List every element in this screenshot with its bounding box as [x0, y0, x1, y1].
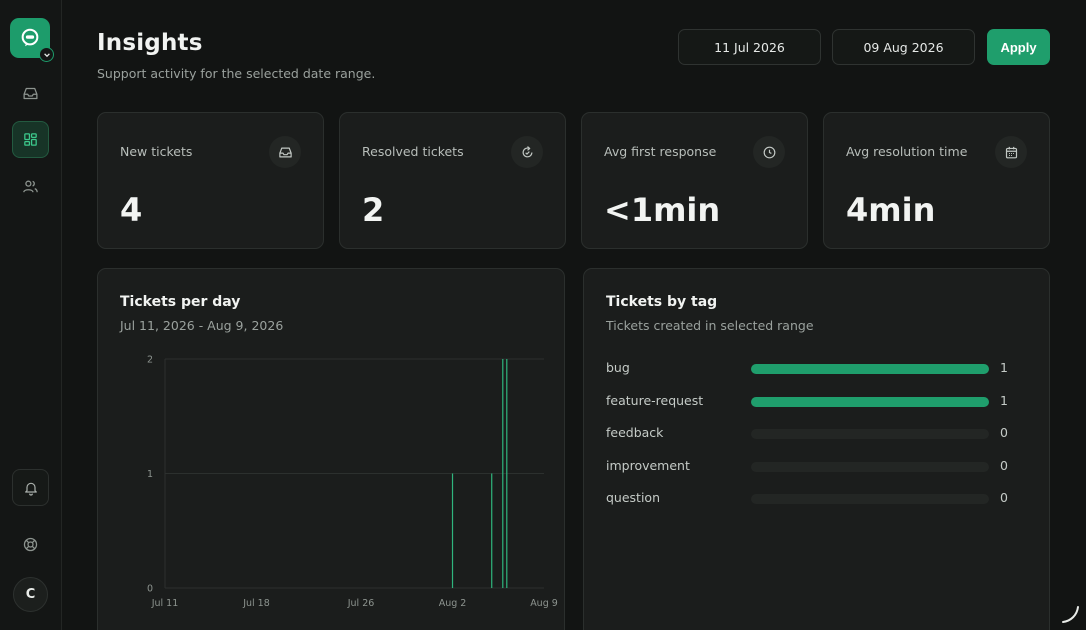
end-date-input[interactable]: 09 Aug 2026	[832, 29, 975, 65]
resolve-icon	[511, 136, 543, 168]
workspace-logo[interactable]	[10, 18, 54, 62]
sidebar-item-inbox[interactable]	[12, 75, 49, 112]
bell-icon	[24, 482, 37, 496]
tag-bar-fill	[751, 364, 989, 374]
tag-name: improvement	[606, 457, 690, 473]
inbox-icon	[269, 136, 301, 168]
help-button[interactable]	[12, 526, 49, 563]
apply-button[interactable]: Apply	[987, 29, 1050, 65]
tag-count: 1	[1000, 392, 1008, 408]
tag-row: question 0	[606, 488, 1026, 508]
dashboard-icon	[24, 133, 37, 146]
y-tick-label: 2	[147, 355, 153, 366]
tag-count: 0	[1000, 457, 1008, 473]
stat-value: 4min	[846, 191, 936, 229]
tag-row: improvement 0	[606, 456, 1026, 476]
inbox-icon	[23, 87, 38, 100]
notifications-button[interactable]	[12, 469, 49, 506]
sidebar-item-dashboard[interactable]	[12, 121, 49, 158]
tag-bar-track	[751, 461, 989, 472]
stat-card-avg-resolution-time: Avg resolution time 4min	[823, 112, 1050, 249]
stat-label: Avg first response	[604, 144, 717, 159]
tag-bar-track	[751, 429, 989, 439]
calendar-icon	[995, 136, 1027, 168]
x-tick-label: Jul 11	[151, 598, 179, 609]
x-tick-label: Jul 26	[347, 598, 375, 609]
x-tick-label: Aug 9	[530, 598, 558, 609]
tickets-per-day-panel: Tickets per day Jul 11, 2026 - Aug 9, 20…	[97, 268, 565, 630]
chevron-down-icon[interactable]	[39, 47, 54, 62]
tag-bar-fill	[751, 396, 989, 407]
stat-card-new-tickets: New tickets 4	[97, 112, 324, 249]
resize-handle-icon[interactable]	[1060, 603, 1082, 625]
y-tick-label: 0	[147, 584, 153, 595]
stat-value: <1min	[604, 191, 721, 229]
page-title: Insights	[97, 30, 203, 56]
panel-title: Tickets per day	[120, 294, 241, 310]
stat-card-avg-first-response: Avg first response <1min	[581, 112, 808, 249]
help-icon	[23, 537, 38, 552]
tag-count: 0	[1000, 490, 1008, 505]
tag-name: feedback	[606, 425, 664, 440]
tag-row: feedback 0	[606, 423, 1026, 443]
stat-value: 2	[362, 191, 385, 229]
panel-subtitle: Tickets created in selected range	[606, 318, 814, 333]
users-icon	[23, 180, 38, 193]
sidebar-item-users[interactable]	[12, 168, 49, 205]
page-subtitle: Support activity for the selected date r…	[97, 66, 376, 81]
tag-row: bug 1	[606, 358, 1026, 378]
panel-title: Tickets by tag	[606, 294, 718, 310]
tag-row: feature-request 1	[606, 391, 1026, 411]
tag-count: 0	[1000, 425, 1008, 440]
stat-label: Resolved tickets	[362, 144, 464, 159]
tickets-by-tag-panel: Tickets by tag Tickets created in select…	[583, 268, 1050, 630]
clock-icon	[753, 136, 785, 168]
x-tick-label: Jul 18	[242, 598, 270, 609]
tag-count: 1	[1000, 360, 1008, 375]
tag-name: feature-request	[606, 392, 704, 408]
tag-bar-track	[751, 494, 989, 504]
start-date-input[interactable]: 11 Jul 2026	[678, 29, 821, 65]
tickets-per-day-chart: 0 1 2 Jul 11 Jul 18 Jul 26 Aug 2 Aug 9	[147, 355, 558, 610]
tag-name: bug	[606, 360, 630, 375]
sidebar: C	[0, 0, 62, 630]
stat-label: New tickets	[120, 144, 193, 159]
stat-label: Avg resolution time	[846, 144, 968, 159]
tag-bar-track	[751, 364, 989, 374]
tag-bar-track	[751, 396, 989, 407]
tag-name: question	[606, 490, 661, 505]
avatar[interactable]: C	[13, 577, 48, 612]
chat-bubble-icon	[21, 28, 39, 47]
stat-card-resolved-tickets: Resolved tickets 2	[339, 112, 566, 249]
panel-subtitle: Jul 11, 2026 - Aug 9, 2026	[120, 318, 284, 333]
x-tick-label: Aug 2	[439, 598, 467, 609]
stat-value: 4	[120, 191, 143, 229]
y-tick-label: 1	[147, 469, 153, 480]
